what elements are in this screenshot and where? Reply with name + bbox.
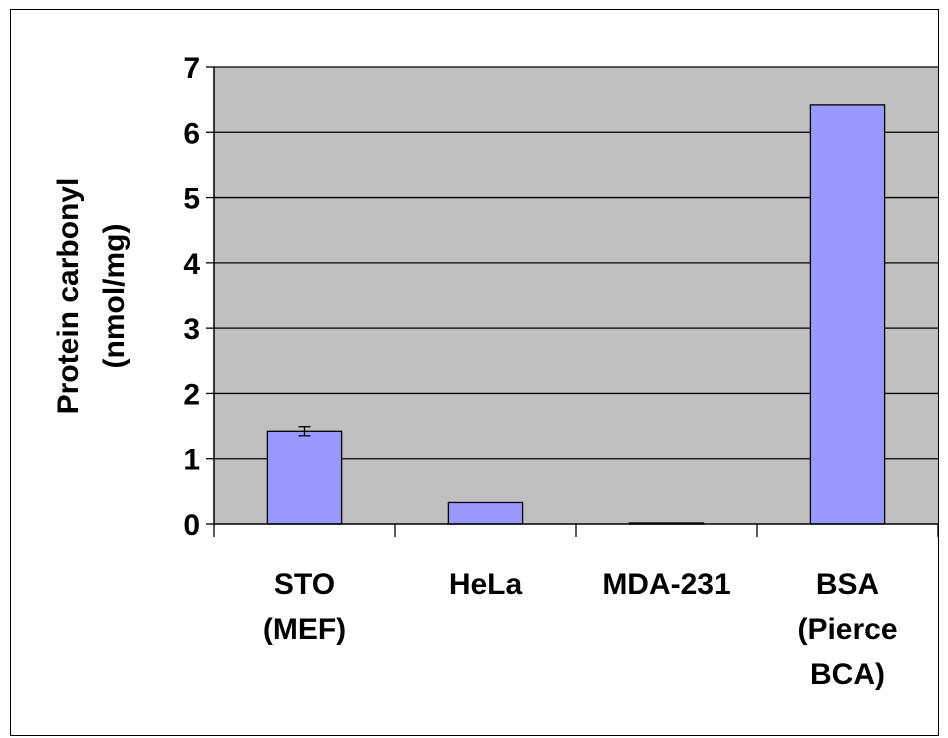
x-category-label: MDA-231 — [602, 568, 730, 601]
y-tick-label: 7 — [183, 52, 200, 85]
y-tick-label: 3 — [183, 313, 200, 346]
x-category-label: STO (MEF) — [263, 568, 346, 646]
y-axis-title: (nmol/mg) — [98, 224, 131, 369]
y-tick-label: 4 — [183, 248, 200, 281]
bar — [809, 104, 886, 525]
y-axis-title: Protein carbonyl — [52, 178, 85, 415]
bar — [266, 430, 343, 525]
bar — [447, 501, 524, 525]
y-tick-label: 6 — [183, 117, 200, 150]
x-category-label: BSA (Pierce BCA) — [797, 568, 897, 691]
y-tick-label: 2 — [183, 378, 200, 411]
y-tick-label: 5 — [183, 183, 200, 216]
y-tick-label: 1 — [183, 444, 200, 477]
x-category-label: HeLa — [449, 568, 523, 601]
y-tick-label: 0 — [183, 509, 200, 542]
